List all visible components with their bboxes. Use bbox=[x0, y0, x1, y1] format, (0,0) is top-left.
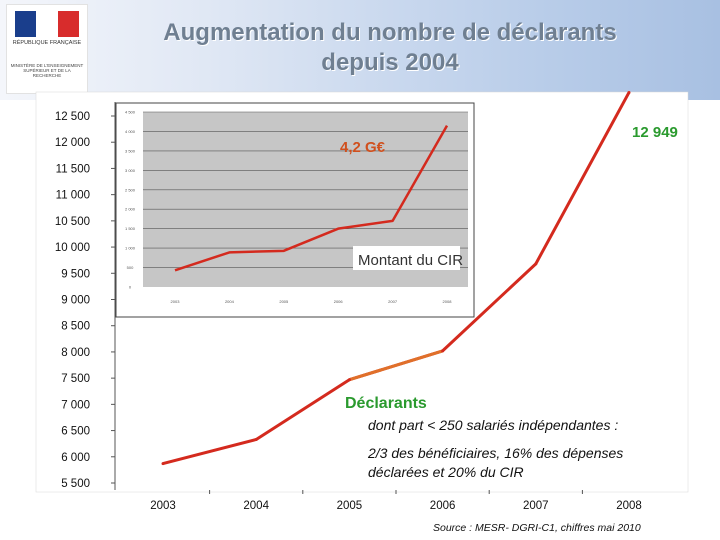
inset-y-ticks: 0 500 1 000 1 500 2 000 2 500 3 000 3 500 4 000 4… bbox=[125, 110, 136, 290]
inset-x-tick-label: 2008 bbox=[443, 299, 453, 304]
title-line-1: Augmentation du nombre de déclarants bbox=[163, 19, 617, 46]
logo-ministere-text: MINISTÈRE DE L'ENSEIGNEMENT SUPÉRIEUR ET… bbox=[10, 63, 84, 78]
y-tick-label: 12 000 bbox=[55, 137, 90, 149]
cir-label: Montant du CIR bbox=[358, 252, 463, 269]
y-tick-label: 6 500 bbox=[61, 426, 90, 438]
declarants-point-2003 bbox=[161, 462, 165, 466]
declarants-point-2005 bbox=[347, 378, 351, 382]
inset-y-tick-label: 4 500 bbox=[125, 110, 136, 115]
y-tick-label: 9 500 bbox=[61, 268, 90, 280]
logo-republique-text: RÉPUBLIQUE FRANÇAISE bbox=[12, 40, 82, 46]
y-tick-label: 11 500 bbox=[56, 163, 90, 175]
declarants-segments bbox=[161, 90, 631, 466]
y-tick-label: 12 500 bbox=[55, 111, 90, 123]
cir-label-box bbox=[353, 246, 460, 270]
y-tick-label: 7 500 bbox=[61, 373, 90, 385]
inset-x-tick-label: 2005 bbox=[279, 299, 289, 304]
x-tick-label: 2004 bbox=[243, 500, 269, 512]
x-axis-ticks: 2003 2004 2005 2006 2007 2008 bbox=[150, 490, 642, 512]
declarants-segment-2005-2006 bbox=[348, 349, 444, 382]
inset-y-tick-label: 4 000 bbox=[125, 129, 136, 134]
inset-y-tick-label: 2 500 bbox=[125, 187, 136, 192]
x-tick-label: 2005 bbox=[337, 500, 363, 512]
y-tick-label: 8 000 bbox=[61, 347, 90, 359]
title-line-2: depuis 2004 bbox=[321, 49, 459, 76]
inset-x-tick-label: 2003 bbox=[171, 299, 181, 304]
detail-line-1: dont part < 250 salariés indépendantes : bbox=[368, 417, 618, 433]
x-tick-label: 2003 bbox=[150, 500, 176, 512]
header-band bbox=[0, 0, 720, 100]
y-tick-label: 5 500 bbox=[61, 478, 90, 490]
inset-x-tick-label: 2007 bbox=[388, 299, 398, 304]
cir-value-label: 4,2 G€ bbox=[340, 139, 386, 156]
ministry-logo: RÉPUBLIQUE FRANÇAISE MINISTÈRE DE L'ENSE… bbox=[6, 4, 88, 94]
y-axis-ticks: 5 500 6 000 6 500 7 000 7 500 8 000 8 500 9 000… bbox=[55, 111, 115, 490]
source-note: Source : MESR- DGRI-C1, chiffres mai 201… bbox=[433, 522, 641, 534]
inset-y-tick-label: 1 000 bbox=[125, 246, 136, 251]
x-tick-label: 2008 bbox=[616, 500, 642, 512]
y-tick-label: 11 000 bbox=[56, 190, 90, 202]
inset-y-tick-label: 3 000 bbox=[125, 168, 136, 173]
inset-y-tick-label: 500 bbox=[127, 265, 134, 270]
inset-x-ticks: 2003 2004 2005 2006 2007 2008 bbox=[171, 299, 453, 304]
inset-x-tick-label: 2004 bbox=[225, 299, 235, 304]
x-tick-label: 2007 bbox=[523, 500, 549, 512]
inset-y-tick-label: 0 bbox=[129, 285, 132, 290]
declarants-point-2007 bbox=[534, 262, 538, 266]
y-tick-label: 7 000 bbox=[61, 399, 90, 411]
detail-line-2: 2/3 des bénéficiaires, 16% des dépenses bbox=[367, 445, 623, 461]
y-tick-label: 9 000 bbox=[61, 295, 90, 307]
cir-line bbox=[174, 124, 449, 272]
y-tick-label: 10 000 bbox=[55, 242, 90, 254]
inset-chart: 0 500 1 000 1 500 2 000 2 500 3 000 3 500 4 000 4… bbox=[115, 102, 475, 318]
declarants-point-2008 bbox=[627, 90, 631, 94]
x-tick-label: 2006 bbox=[430, 500, 456, 512]
declarants-point-2006 bbox=[441, 349, 445, 353]
inset-y-tick-label: 1 500 bbox=[125, 226, 136, 231]
declarants-point-2004 bbox=[254, 437, 258, 441]
y-tick-label: 8 500 bbox=[61, 321, 90, 333]
page-title: Augmentation du nombre de déclarants dep… bbox=[100, 18, 680, 78]
inset-gridlines bbox=[143, 111, 468, 268]
declarants-label: Déclarants bbox=[345, 395, 427, 412]
detail-line-3: déclarées et 20% du CIR bbox=[368, 464, 524, 480]
inset-y-tick-label: 2 000 bbox=[125, 207, 136, 212]
end-value-label: 12 949 bbox=[632, 124, 678, 141]
inset-x-tick-label: 2006 bbox=[334, 299, 344, 304]
marianne-flag-icon bbox=[15, 11, 79, 37]
y-tick-label: 10 500 bbox=[55, 216, 90, 228]
inset-y-tick-label: 3 500 bbox=[125, 148, 136, 153]
y-tick-label: 6 000 bbox=[61, 452, 90, 464]
